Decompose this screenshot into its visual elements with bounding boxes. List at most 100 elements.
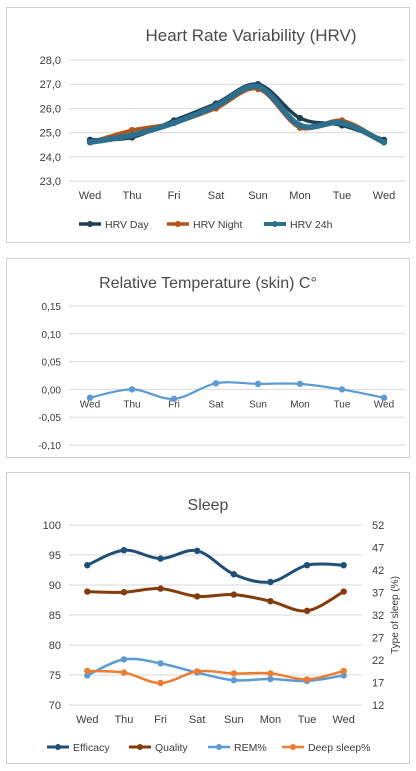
legend-label: HRV 24h: [290, 219, 333, 231]
data-point: [380, 139, 388, 146]
y-tick-label: 100: [43, 520, 61, 532]
legend-marker: [137, 744, 143, 750]
x-tick-label: Tue: [333, 190, 352, 202]
x-tick-label: Sun: [249, 399, 267, 410]
y2-tick-label: 52: [372, 520, 384, 532]
y-tick-label: -0,05: [38, 413, 61, 424]
x-tick-label: Wed: [80, 399, 100, 410]
chart-title: Relative Temperature (skin) C°: [99, 275, 317, 292]
y2-tick-label: 37: [372, 588, 384, 600]
y-tick-label: 95: [49, 550, 61, 562]
data-point: [267, 578, 274, 586]
data-point: [128, 386, 136, 393]
x-tick-label: Mon: [289, 190, 310, 202]
data-point: [84, 588, 91, 595]
x-tick-label: Wed: [373, 190, 395, 202]
legend-label: Quality: [155, 742, 188, 754]
data-point: [380, 394, 388, 401]
y2-tick-label: 27: [372, 633, 384, 645]
data-point: [84, 562, 91, 569]
hrv-chart-panel: Heart Rate Variability (HRV) 23,0 24,0 25,0…: [6, 7, 410, 243]
legend-marker: [216, 744, 222, 750]
x-tick-label: Wed: [374, 399, 394, 410]
x-tick-label: Mon: [260, 714, 281, 726]
legend-label: REM%: [234, 742, 267, 754]
y-tick-label: 75: [49, 670, 61, 682]
legend-marker: [175, 221, 181, 227]
data-point: [157, 679, 164, 687]
data-point: [120, 656, 128, 663]
x-tick-label: Tue: [334, 399, 351, 410]
data-point: [157, 585, 164, 592]
legend-label: HRV Night: [193, 219, 242, 231]
x-tick-label: Sun: [248, 190, 268, 202]
data-point: [340, 562, 347, 569]
data-point: [254, 83, 262, 90]
y-tick-label: -0,10: [38, 441, 61, 452]
data-point: [193, 668, 201, 675]
data-point: [340, 667, 347, 675]
y-tick-label: 90: [49, 580, 61, 592]
x-tick-label: Sat: [208, 399, 223, 410]
sleep-chart-panel: Sleep 70 75 80 85 90 95 100 12 17 22 27 32 37 42 47 52 Ty…: [6, 472, 410, 764]
x-tick-label: Mon: [290, 399, 309, 410]
data-point: [170, 395, 178, 403]
data-point: [340, 588, 347, 595]
x-tick-label: Thu: [123, 190, 142, 202]
x-tick-label: Sat: [189, 714, 206, 726]
y2-tick-label: 12: [372, 700, 384, 712]
data-point: [338, 119, 346, 127]
x-tick-label: Fri: [168, 190, 181, 202]
data-point: [267, 675, 274, 683]
data-point: [230, 591, 238, 598]
data-point: [340, 672, 347, 679]
data-point: [267, 670, 274, 677]
data-point: [230, 677, 238, 684]
data-point: [193, 547, 201, 554]
data-point: [230, 670, 238, 677]
y-tick-label: 0,05: [42, 358, 62, 369]
data-point: [128, 131, 136, 139]
y-tick-label: 27,0: [40, 79, 61, 91]
legend-marker: [290, 744, 296, 750]
legend-marker: [272, 221, 278, 227]
legend-marker: [55, 744, 61, 750]
y-tick-label: 28,0: [40, 55, 61, 67]
data-point: [193, 593, 201, 600]
data-point: [128, 126, 136, 134]
data-point: [212, 102, 220, 110]
data-point: [157, 555, 164, 562]
y-tick-label: 85: [49, 610, 61, 622]
y2-tick-label: 47: [372, 543, 384, 555]
series-line: [88, 381, 386, 400]
x-tick-label: Tue: [298, 714, 317, 726]
chart-title: Heart Rate Variability (HRV): [146, 26, 357, 45]
data-point: [120, 589, 128, 596]
y2-tick-label: 17: [372, 678, 384, 690]
series-line: [87, 83, 387, 146]
data-point: [86, 394, 94, 401]
y-tick-label: 80: [49, 640, 61, 652]
legend-label: Deep sleep%: [308, 742, 370, 754]
x-tick-label: Sun: [224, 714, 244, 726]
legend-label: Efficacy: [73, 742, 110, 754]
y-tick-label: 24,0: [40, 152, 61, 164]
data-point: [296, 122, 304, 129]
y-tick-label: 0,10: [42, 330, 62, 341]
data-point: [303, 607, 311, 614]
data-point: [338, 386, 346, 393]
chart-title: Sleep: [188, 497, 229, 514]
sleep-chart: Sleep 70 75 80 85 90 95 100 12 17 22 27 32 37 42 47 52 Ty…: [43, 497, 401, 754]
y2-axis-label: Type of sleep (%): [390, 576, 401, 654]
x-tick-label: Fri: [154, 714, 167, 726]
x-tick-label: Wed: [76, 714, 98, 726]
data-point: [84, 672, 91, 679]
legend-marker: [87, 221, 93, 227]
data-point: [170, 119, 178, 127]
data-point: [296, 380, 304, 388]
data-point: [157, 660, 164, 667]
y-tick-label: 70: [49, 700, 61, 712]
data-point: [120, 547, 128, 554]
x-tick-label: Thu: [123, 399, 140, 410]
x-tick-label: Wed: [332, 714, 354, 726]
